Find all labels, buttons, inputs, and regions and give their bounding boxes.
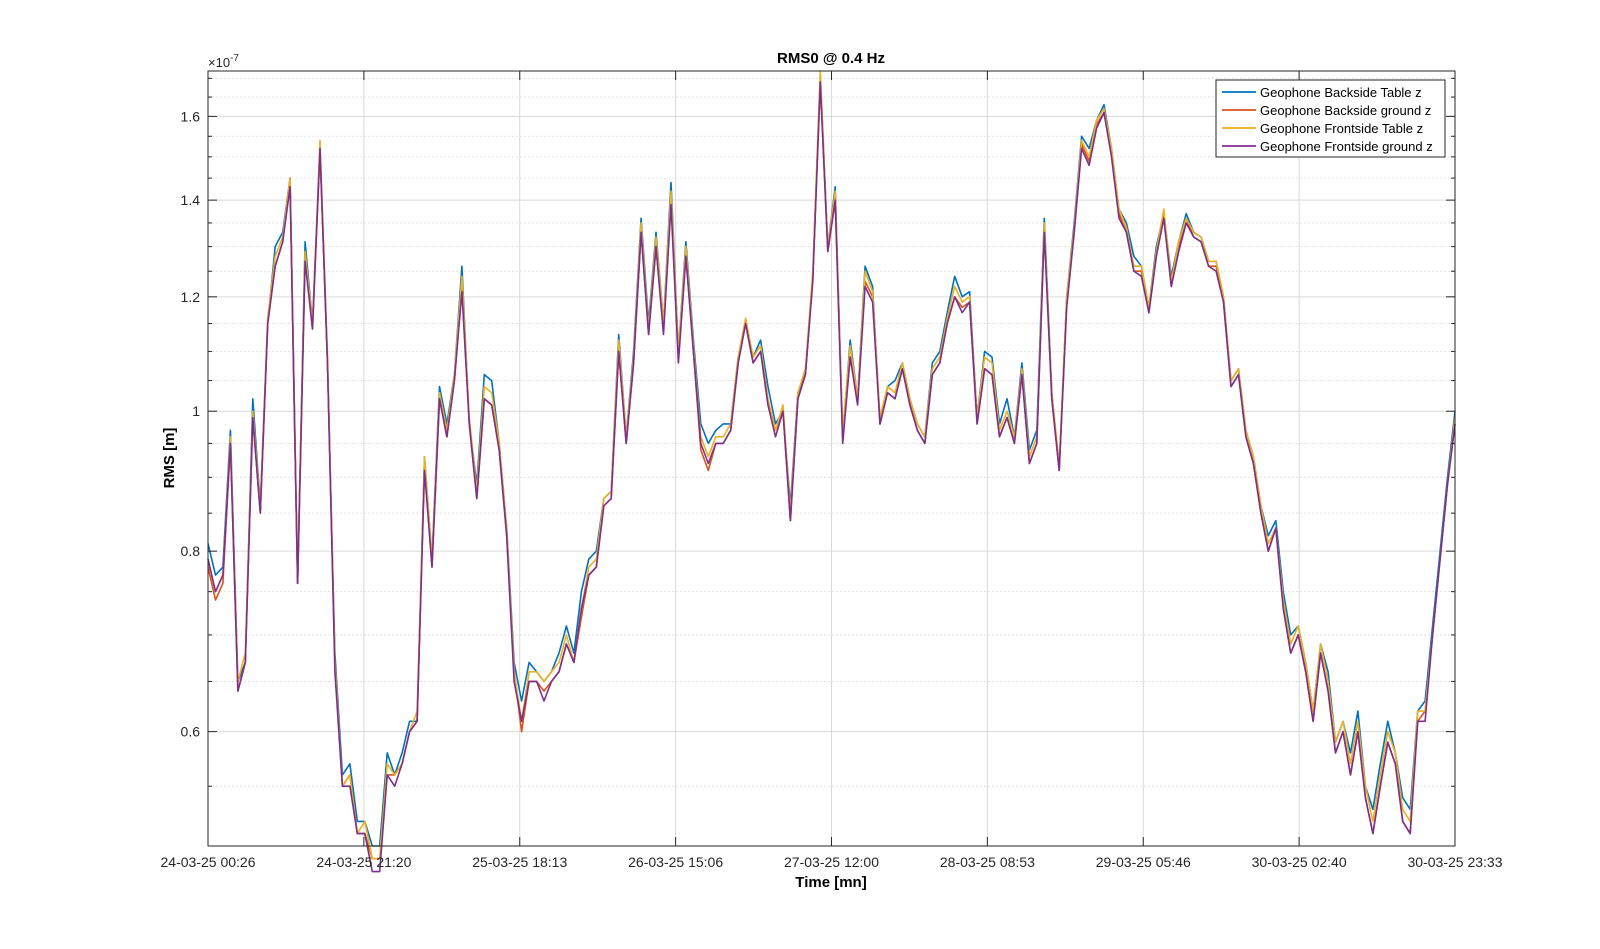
chart-title: RMS0 @ 0.4 Hz <box>777 50 885 67</box>
series-line-4 <box>207 81 1456 873</box>
x-tick-label: 25-03-25 18:13 <box>472 854 567 870</box>
y-axis-label: RMS [m] <box>161 428 178 489</box>
axis-ticks: 0.6 0.8 1 1.2 1.4 1.6 24-03-25 00:26 24-03-25 2… <box>161 71 1503 870</box>
y-tick-label: 1.4 <box>181 192 201 208</box>
x-axis-label: Time [mn] <box>795 874 866 891</box>
legend-label-3: Geophone Frontside Table z <box>1260 121 1423 136</box>
series-line-3 <box>207 70 1456 860</box>
legend: Geophone Backside Table z Geophone Backsi… <box>1215 79 1446 158</box>
y-tick-label: 0.8 <box>181 543 201 559</box>
y-exponent-label: ×10-7 <box>208 53 239 70</box>
y-tick-label: 0.6 <box>181 724 201 740</box>
x-tick-label: 27-03-25 12:00 <box>784 854 879 870</box>
legend-label-2: Geophone Backside ground z <box>1260 103 1431 118</box>
x-tick-label: 24-03-25 21:20 <box>316 854 411 870</box>
x-tick-label: 30-03-25 23:33 <box>1408 854 1503 870</box>
y-exponent-base: ×10 <box>208 55 230 70</box>
x-tick-label: 30-03-25 02:40 <box>1252 854 1347 870</box>
x-tick-label: 24-03-25 00:26 <box>161 854 256 870</box>
legend-label-1: Geophone Backside Table z <box>1260 85 1422 100</box>
series-lines <box>207 70 1456 873</box>
y-tick-label: 1.2 <box>181 289 201 305</box>
legend-label-4: Geophone Frontside ground z <box>1260 139 1433 154</box>
y-exponent-power: -7 <box>230 53 239 64</box>
y-tick-label: 1 <box>192 403 200 419</box>
x-tick-label: 26-03-25 15:06 <box>628 854 723 870</box>
x-tick-label: 28-03-25 08:53 <box>940 854 1035 870</box>
x-tick-label: 29-03-25 05:46 <box>1096 854 1191 870</box>
y-tick-label: 1.6 <box>181 108 201 124</box>
